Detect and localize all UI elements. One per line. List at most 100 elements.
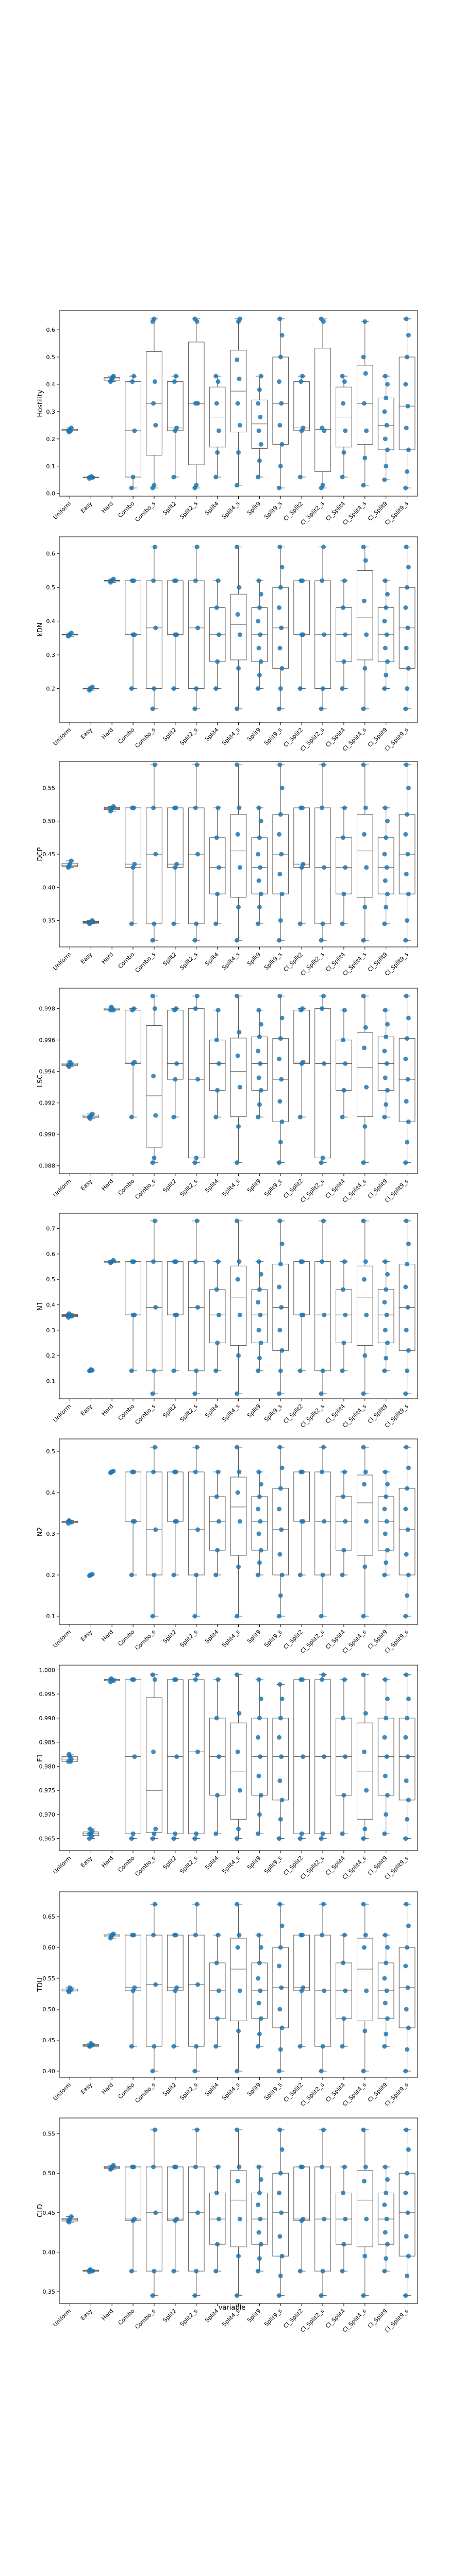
x-tick-label: Cl_Split2 [282, 1855, 304, 1877]
y-tick-label: 0.4 [46, 381, 56, 388]
data-point [173, 2164, 178, 2170]
data-point [276, 832, 281, 837]
data-point [361, 1945, 367, 1950]
data-point [237, 1029, 242, 1035]
data-point [193, 1677, 198, 1682]
data-point [403, 1614, 408, 1619]
data-point [341, 835, 346, 840]
x-tick-label: Split9 [246, 1855, 262, 1871]
data-point [171, 1114, 176, 1120]
data-point [256, 619, 261, 624]
data-point [385, 591, 390, 597]
data-point [236, 1124, 241, 1129]
data-point [152, 545, 157, 550]
data-point [150, 1836, 155, 1841]
x-tick-label: Easy [79, 1403, 94, 1417]
x-tick-label: Hard [101, 1855, 115, 1869]
data-point [151, 1259, 156, 1264]
data-point [301, 861, 306, 867]
data-point [256, 2230, 261, 2235]
x-tick-label: Split2 [162, 2081, 178, 2097]
data-point [342, 1259, 347, 1264]
y-tick-label: 0.0 [46, 490, 56, 497]
data-point [403, 1506, 408, 1512]
data-point [385, 1022, 390, 1027]
data-point [213, 2268, 219, 2274]
data-point [192, 1836, 197, 1841]
x-tick-label: Combo_s [134, 726, 157, 750]
x-tick-label: Cl_Split4 [324, 1178, 346, 1200]
data-point [364, 1312, 369, 1317]
data-point [385, 382, 390, 387]
x-tick-label: Combo_s [134, 1403, 157, 1426]
data-point [382, 1572, 387, 1578]
data-point [130, 379, 135, 384]
data-point [277, 2127, 283, 2132]
data-point [258, 1341, 263, 1346]
box [125, 1261, 141, 1315]
data-point [321, 545, 326, 550]
data-point [214, 2191, 219, 2196]
box [146, 1935, 162, 2047]
data-point [213, 1368, 219, 1374]
x-tick-label: Cl_Split9 [367, 726, 389, 749]
x-tick-label: Combo [117, 1178, 136, 1197]
data-point [258, 819, 263, 824]
data-point [171, 686, 176, 691]
box [293, 1471, 310, 1522]
data-point [109, 1260, 114, 1265]
data-point [319, 1391, 324, 1396]
data-point [343, 1988, 348, 1993]
box [146, 580, 162, 689]
data-point [216, 805, 221, 810]
y-tick-label: 0.2 [46, 1352, 56, 1359]
y-tick-label: 0.2 [46, 436, 56, 443]
data-point [343, 1754, 348, 1759]
data-point [153, 2210, 158, 2215]
data-point [235, 1902, 240, 1907]
y-tick-label: 0.5 [46, 354, 56, 361]
data-point [361, 1672, 366, 1677]
data-point [279, 625, 284, 631]
data-point [150, 2069, 155, 2074]
data-point [258, 1272, 263, 1277]
box [125, 1471, 141, 1522]
data-point [258, 1945, 263, 1950]
y-tick-label: 0.55 [43, 785, 56, 791]
data-point [129, 686, 134, 691]
data-point [194, 993, 200, 998]
data-point [129, 2044, 134, 2049]
data-point [235, 1945, 240, 1950]
data-point [322, 2216, 327, 2222]
data-point [235, 1490, 240, 1495]
data-point [361, 762, 366, 767]
data-point [173, 578, 178, 583]
data-point [257, 2031, 262, 2037]
data-point [404, 426, 409, 431]
x-tick-label: Cl_Split4 [324, 2081, 346, 2104]
data-point [235, 612, 240, 617]
data-point [321, 762, 326, 767]
data-point [151, 1074, 156, 1079]
y-tick-label: 0.995 [39, 1691, 56, 1698]
data-point [361, 2293, 366, 2298]
data-point [194, 1902, 200, 1907]
x-tick-label: Split9 [246, 2308, 262, 2324]
x-tick-label: Easy [79, 1855, 94, 1869]
data-point [385, 1548, 390, 1553]
data-point [277, 2234, 283, 2239]
data-point [383, 2230, 388, 2235]
data-point [174, 2216, 179, 2222]
box [146, 1025, 162, 1148]
data-point [342, 1933, 347, 1938]
data-point [192, 1391, 197, 1396]
data-point [132, 428, 137, 433]
x-tick-label: Split4 [204, 1403, 220, 1419]
x-tick-label: Split2_s [179, 1403, 200, 1423]
data-point [194, 1572, 199, 1578]
data-point [67, 863, 72, 869]
data-point [343, 632, 348, 637]
data-point [152, 1006, 157, 1011]
data-point [256, 646, 261, 651]
data-point [384, 905, 389, 910]
